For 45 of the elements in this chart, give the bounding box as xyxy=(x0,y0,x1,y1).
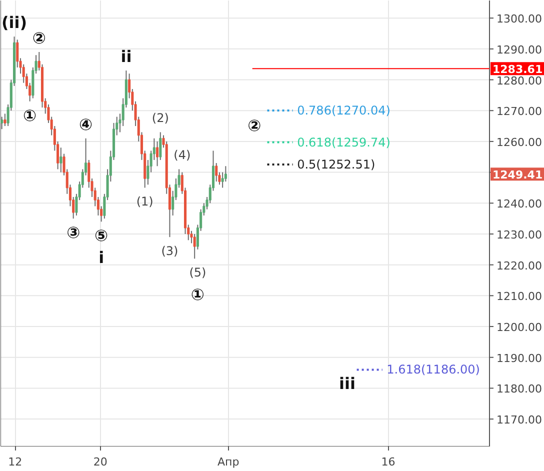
y-tick-label: 1210.00 xyxy=(496,290,542,304)
annotation: ii xyxy=(120,47,132,66)
y-tick-label: 1240.00 xyxy=(496,198,542,211)
candlestick xyxy=(4,113,6,127)
annotation: ④ xyxy=(79,114,93,134)
ref-line-label: 0.5(1252.51) xyxy=(297,158,376,172)
annotation: (4) xyxy=(174,148,191,162)
x-tick-label: 12 xyxy=(8,456,22,468)
annotation: ⑤ xyxy=(94,226,108,246)
annotation: i xyxy=(98,248,104,268)
annotation: (3) xyxy=(161,244,178,258)
y-tick-label: 1300.00 xyxy=(496,12,542,26)
y-tick-label: 1170.00 xyxy=(496,414,542,427)
candlestick xyxy=(156,140,159,167)
ref-line-label: 0.618(1259.74) xyxy=(297,135,390,150)
text: 1249.41 xyxy=(492,168,543,182)
annotation: (ii) xyxy=(1,13,28,32)
annotation: (5) xyxy=(189,266,206,280)
ref-line-label: 0.786(1270.04) xyxy=(297,103,390,118)
y-tick-label: 1290.00 xyxy=(496,43,542,56)
candlestick xyxy=(193,233,196,260)
annotation: iii xyxy=(338,374,356,394)
ref-line-label: 1283.61 xyxy=(492,63,543,76)
annotation: ② xyxy=(32,28,46,48)
annotation: (1) xyxy=(136,194,154,209)
x-tick-label: 16 xyxy=(381,456,396,468)
y-tick-label: 1270.00 xyxy=(496,105,542,118)
y-tick-label: 1280.00 xyxy=(496,74,542,88)
y-tick-label: 1230.00 xyxy=(496,228,542,242)
y-tick-label: 1220.00 xyxy=(496,259,542,272)
annotation: (2) xyxy=(152,111,169,126)
annotation: ① xyxy=(23,106,37,125)
candlestick xyxy=(60,147,62,173)
annotation: ③ xyxy=(66,223,80,242)
candlestick xyxy=(215,162,218,182)
y-tick-label: 1200.00 xyxy=(496,321,542,334)
x-tick-label: 20 xyxy=(93,456,108,468)
annotation: ① xyxy=(190,285,204,304)
annotation: ② xyxy=(248,116,262,135)
y-tick-label: 1190.00 xyxy=(496,352,542,365)
y-tick-label: 1260.00 xyxy=(496,136,542,149)
ref-line-label: 1.618(1186.00) xyxy=(386,362,480,377)
x-tick-label: Апр xyxy=(217,456,240,468)
y-tick-label: 1180.00 xyxy=(496,382,542,396)
candlestick xyxy=(0,116,4,130)
